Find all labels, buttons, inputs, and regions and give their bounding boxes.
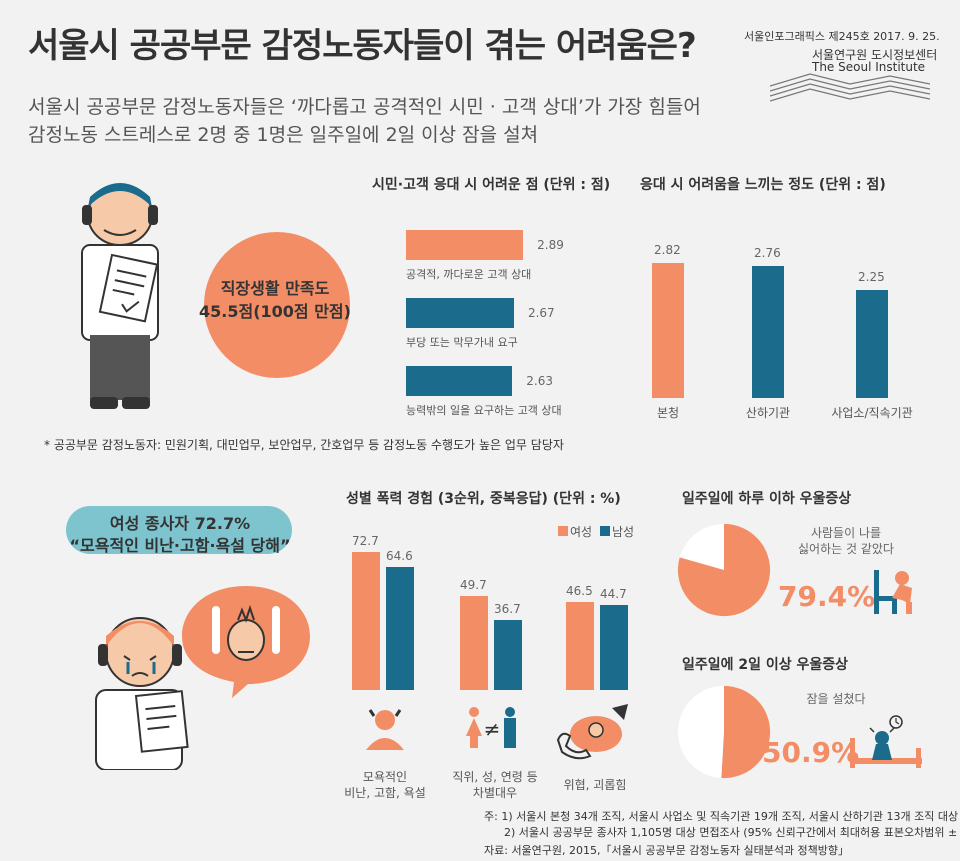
footnote-top: * 공공부문 감정노동자: 민원기획, 대민업무, 보안업무, 간호업무 등 감… [44,438,564,452]
difficulty-value-1: 2.67 [527,306,555,320]
subtitle-line1: 서울시 공공부문 감정노동자들은 ‘까다롭고 공격적인 시민 · 고객 상대’가… [28,96,701,118]
legend-male-label: 남성 [612,525,635,539]
degree-value-2: 2.25 [858,270,885,284]
degree-chart-title: 응대 시 어려움을 느끼는 정도 (단위 : 점) [640,177,886,193]
page-title: 서울시 공공부문 감정노동자들이 겪는 어려움은? [28,26,697,66]
violence-value-female-0: 72.7 [352,533,379,548]
depression1-pie-slice [677,523,771,617]
difficulty-bar-2 [406,366,513,396]
insult-person-icon [366,709,404,750]
depression1-note-line2: 싫어하는 것 같았다 [798,542,894,556]
svg-text:≠: ≠ [484,717,501,741]
depression1-title: 일주일에 하루 이하 우울증상 [682,491,852,507]
violence-value-female-2: 46.5 [566,583,593,598]
sleepless-bed-icon [850,715,922,768]
depression1-note-line1: 사람들이 나를 [810,526,882,540]
legend-female-swatch [558,526,568,536]
depression1-pie [677,523,771,617]
violence-value-male-0: 64.6 [386,549,413,564]
difficulty-value-0: 2.89 [537,238,564,252]
legend-male-swatch [600,526,610,536]
violence-value-female-1: 49.7 [460,577,487,592]
degree-bar-0 [652,262,684,398]
satisfaction-circle [204,232,350,378]
violence-bar-female-1 [460,595,488,690]
difficulty-bar-0 [406,230,524,260]
violence-bar-male-2 [600,605,628,690]
degree-label-0: 본청 [656,406,680,420]
violence-cat-1-line2: 차별대우 [472,786,518,800]
difficulty-value-2: 2.63 [526,374,553,388]
sad-sitting-person-icon [874,570,912,614]
female-callout-line1: 여성 종사자 72.7% [109,514,251,533]
violence-cat-1-line1: 직위, 성, 연령 등 [452,770,538,784]
degree-label-2: 사업소/직속기관 [831,406,913,420]
satisfaction-label: 직장생활 만족도 [220,279,330,298]
violence-bar-female-0 [352,551,380,690]
depression1-percent: 79.4% [778,580,876,613]
degree-value-0: 2.82 [654,242,681,257]
depression2-title: 일주일에 2일 이상 우울증상 [682,657,849,673]
worker-headset-illustration-icon [81,183,159,409]
violence-bar-male-0 [386,567,414,690]
legend-female-label: 여성 [570,525,593,539]
depression2-note: 잠을 설쳤다 [806,692,866,706]
violence-cat-0-line1: 모욕적인 [362,770,408,784]
footer-note1: 주: 1) 서울시 본청 34개 조직, 서울시 사업소 및 직속기관 19개 … [484,810,959,823]
issue-info: 서울인포그래픽스 제245호 2017. 9. 25. [744,30,940,43]
difficulty-label-2: 능력밖의 일을 요구하는 고객 상대 [406,404,562,417]
seoul-institute-logo-icon [770,73,930,102]
violence-chart-title: 성별 폭력 경험 (3순위, 중복응답) (단위 : %) [346,491,621,507]
violence-cat-2-line1: 위협, 괴롭힘 [563,778,627,792]
threat-phone-icon [556,704,628,760]
difficulty-label-0: 공격적, 까다로운 고객 상대 [406,268,532,281]
difficulty-chart-title: 시민·고객 응대 시 어려운 점 (단위 : 점) [372,177,611,193]
violence-value-male-2: 44.7 [600,587,627,602]
degree-bar-2 [856,290,888,398]
footer-source: 자료: 서울연구원, 2015,「서울시 공공부문 감정노동자 실태분석과 정책… [484,844,850,857]
angry-customer-bubble-icon [182,586,310,698]
female-callout-line2: “모욕적인 비난·고함·욕설 당해” [69,536,291,555]
depression2-percent: 50.9% [762,736,860,769]
satisfaction-score: 45.5점(100점 만점) [199,302,351,321]
violence-cat-0-line2: 비난, 고함, 욕설 [344,786,426,800]
depression2-pie [677,685,771,779]
discrimination-icon: ≠ [466,707,516,748]
violence-bar-male-1 [494,620,522,690]
footer-note2: 2) 서울시 공공부문 종사자 1,105명 대상 면접조사 (95% 신뢰구간… [504,826,960,839]
violence-value-male-1: 36.7 [494,602,521,617]
degree-label-1: 산하기관 [745,406,791,420]
depression2-pie-slice [721,685,771,779]
difficulty-label-1: 부당 또는 막무가내 요구 [406,336,518,349]
degree-bar-1 [752,265,784,398]
violence-bar-female-2 [566,601,594,690]
difficulty-bar-1 [406,298,514,328]
degree-value-1: 2.76 [754,245,781,260]
female-callout-bubble [66,506,292,554]
org-name-kr: 서울연구원 도시정보센터 [812,48,938,62]
org-name-en: The Seoul Institute [812,60,926,74]
crying-worker-illustration-icon [95,617,189,770]
subtitle-line2: 감정노동 스트레스로 2명 중 1명은 일주일에 2일 이상 잠을 설쳐 [28,124,539,146]
